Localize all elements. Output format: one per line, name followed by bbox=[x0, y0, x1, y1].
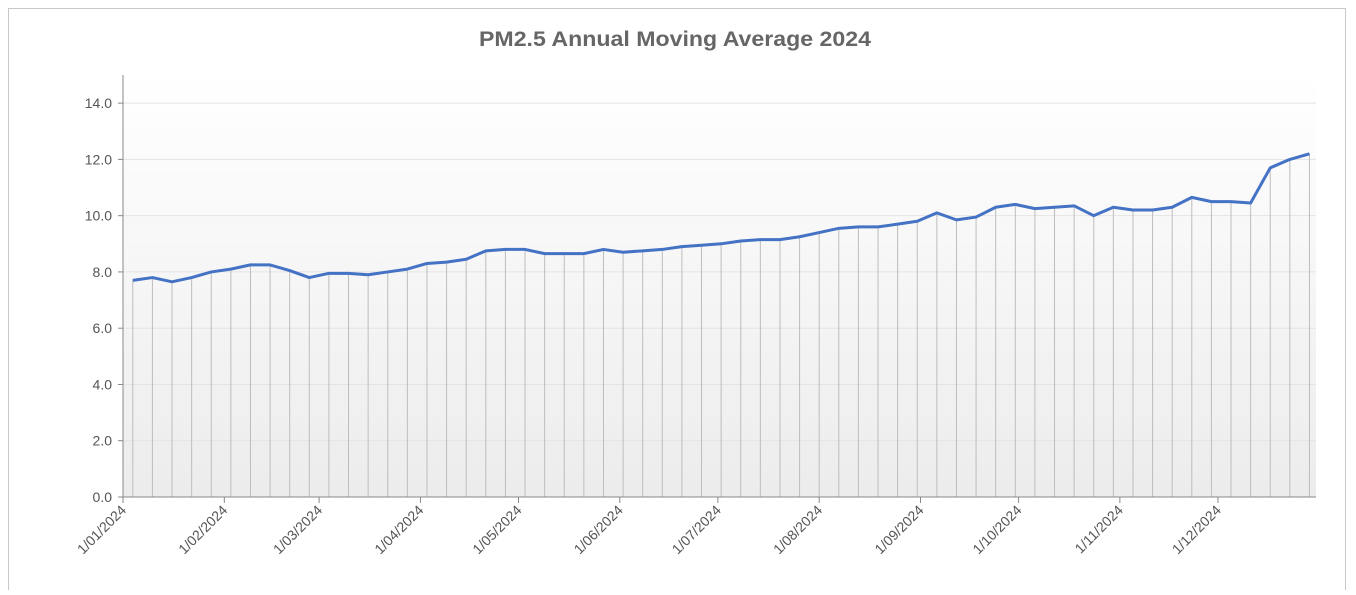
y-tick-label: 4.0 bbox=[93, 376, 113, 392]
y-tick-label: 6.0 bbox=[93, 320, 113, 336]
y-tick-label: 2.0 bbox=[93, 433, 113, 449]
y-tick-label: 10.0 bbox=[85, 208, 112, 224]
y-tick-label: 14.0 bbox=[85, 95, 112, 111]
lines bbox=[132, 152, 1310, 284]
y-tick-label: 0.0 bbox=[93, 489, 113, 505]
data-line bbox=[132, 152, 1310, 284]
chart-title: PM2.5 Annual Moving Average 2024 bbox=[479, 28, 871, 51]
y-tick-label: 12.0 bbox=[85, 151, 112, 167]
drop-lines bbox=[132, 153, 1310, 497]
plot-area bbox=[123, 75, 1316, 497]
y-tick-label: 8.0 bbox=[93, 264, 113, 280]
